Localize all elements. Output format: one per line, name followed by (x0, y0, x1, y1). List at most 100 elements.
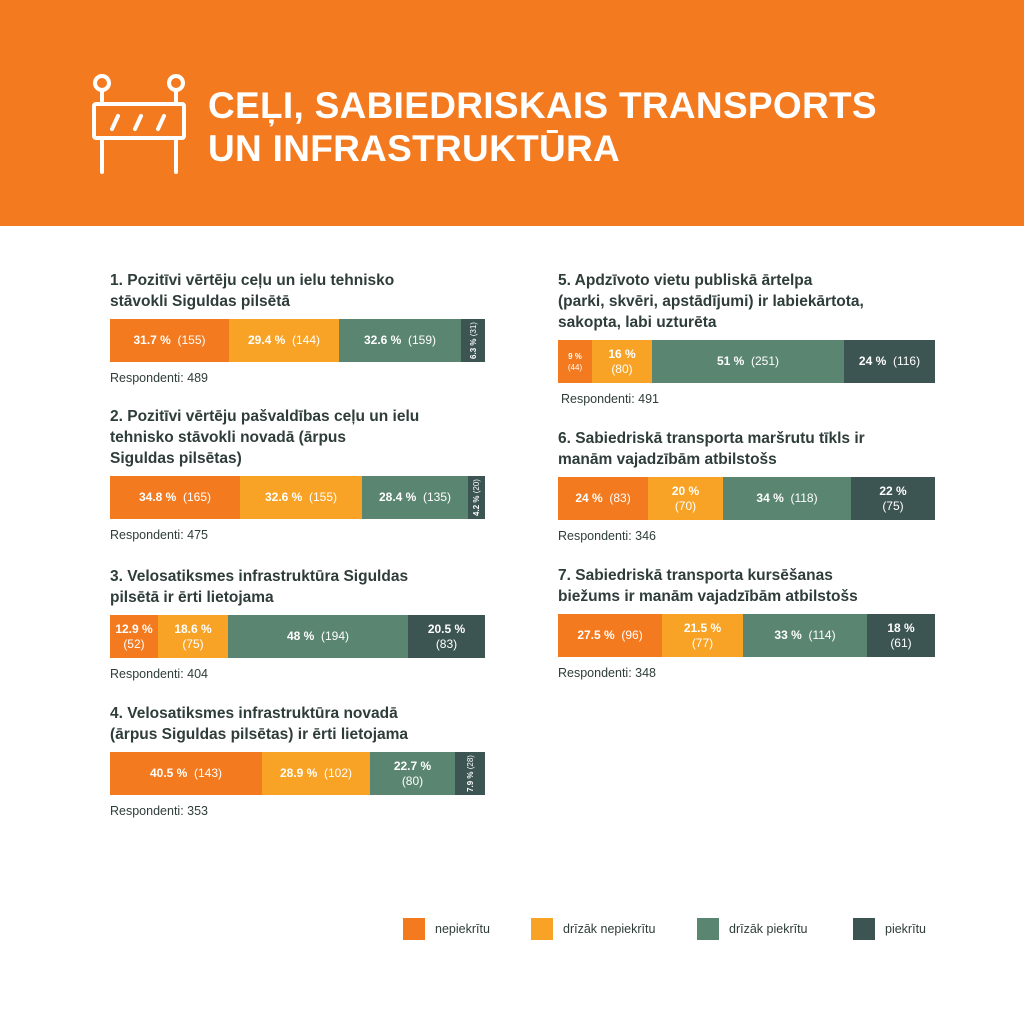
chart-title-line: tehnisko stāvokli novadā (ārpus (110, 429, 347, 446)
segment-label: 31.7 % (155) (133, 333, 205, 348)
segment-label: 20.5 % (83) (428, 622, 465, 652)
respondents-label: Respondenti: 346 (558, 529, 656, 543)
legend-swatch (531, 918, 553, 940)
segment-piekritu: 7.9 % (28) (455, 752, 485, 795)
segment-count: (28) (465, 755, 475, 770)
chart-q7: 7. Sabiedriskā transporta kursēšanas bie… (558, 565, 938, 680)
segment-nepiekritu: 9 % (44) (558, 340, 592, 383)
segment-piekritu: 18 % (61) (867, 614, 935, 657)
chart-title-line: biežums ir manām vajadzībām atbilstošs (558, 588, 858, 605)
chart-q1: 1. Pozitīvi vērtēju ceļu un ielu tehnisk… (110, 270, 490, 385)
segment-percent: 18.6 % (174, 621, 212, 636)
chart-title-line: 4. Velosatiksmes infrastruktūra novadā (110, 705, 398, 722)
chart-title-line: Siguldas pilsētas) (110, 450, 242, 467)
segment-label: 40.5 % (143) (150, 766, 222, 781)
chart-title: 3. Velosatiksmes infrastruktūra Siguldas… (110, 566, 490, 608)
segment-count: (20) (472, 479, 481, 494)
segment-label: 16 % (80) (608, 347, 635, 377)
legend-label: piekrītu (885, 922, 926, 936)
chart-title-line: pilsētā ir ērti lietojama (110, 589, 274, 606)
segment-percent: 20 % (671, 483, 700, 498)
chart-title-line: 2. Pozitīvi vērtēju pašvaldības ceļu un … (110, 408, 420, 425)
segment-label: 12.9 % (52) (115, 622, 152, 652)
segment-percent: 16 % (608, 346, 636, 361)
chart-q3: 3. Velosatiksmes infrastruktūra Siguldas… (110, 566, 490, 681)
header-banner: CEĻI, SABIEDRISKAIS TRANSPORTS UN INFRAS… (0, 0, 1024, 226)
segment-percent: 27.5 % (577, 628, 615, 642)
stacked-bar: 40.5 % (143) 28.9 % (102) 22.7 % (80) 7.9 % … (110, 752, 485, 795)
segment-drizak-piekritu: 48 % (194) (228, 615, 408, 658)
segment-label: 34 % (118) (756, 491, 817, 506)
chart-title-line: 1. Pozitīvi vērtēju ceļu un ielu tehnisk… (110, 272, 395, 289)
segment-label: 51 % (251) (717, 354, 779, 369)
stacked-bar: 31.7 % (155) 29.4 % (144) 32.6 % (159) 6.3 … (110, 319, 485, 362)
segment-nepiekritu: 24 % (83) (558, 477, 648, 520)
segment-count: (155) (177, 333, 206, 347)
segment-nepiekritu: 31.7 % (155) (110, 319, 229, 362)
segment-label: 22.7 % (80) (394, 759, 431, 789)
legend: nepiekrītu drīzāk nepiekrītu drīzāk piek… (0, 918, 1024, 942)
segment-label: 18 % (61) (887, 621, 914, 651)
segment-percent: 18 % (887, 620, 915, 635)
segment-count: (31) (468, 322, 478, 337)
segment-percent: 21.5 % (683, 620, 722, 635)
segment-percent: 40.5 % (149, 766, 188, 780)
segment-drizak-nepiekritu: 29.4 % (144) (229, 319, 339, 362)
segment-label: 28.4 % (135) (379, 490, 451, 505)
chart-title: 1. Pozitīvi vērtēju ceļu un ielu tehnisk… (110, 270, 490, 312)
chart-title: 5. Apdzīvoto vietu publiskā ārtelpa (par… (558, 270, 938, 333)
segment-label: 28.9 % (102) (280, 766, 352, 781)
segment-drizak-nepiekritu: 21.5 % (77) (662, 614, 743, 657)
legend-swatch (697, 918, 719, 940)
segment-count: (44) (567, 362, 583, 372)
segment-count: (116) (892, 354, 921, 368)
segment-count: (102) (324, 766, 353, 780)
stacked-bar: 12.9 % (52) 18.6 % (75) 48 % (194) 20.5 % (83) (110, 615, 485, 658)
segment-percent: 20.5 % (427, 621, 466, 636)
legend-swatch (853, 918, 875, 940)
segment-count: (96) (621, 628, 643, 642)
respondents-label: Respondenti: 353 (110, 804, 208, 818)
segment-piekritu: 6.3 % (31) (461, 319, 485, 362)
title-line-2: UN INFRASTRUKTŪRA (208, 128, 621, 169)
segment-drizak-nepiekritu: 20 % (70) (648, 477, 723, 520)
title-line-1: CEĻI, SABIEDRISKAIS TRANSPORTS (208, 85, 877, 126)
segment-drizak-piekritu: 34 % (118) (723, 477, 851, 520)
segment-label: 22 % (75) (879, 484, 906, 514)
segment-percent: 29.4 % (247, 333, 286, 347)
segment-count: (118) (790, 491, 818, 505)
segment-count: (77) (691, 635, 714, 650)
segment-count: (143) (194, 766, 223, 780)
segment-drizak-piekritu: 33 % (114) (743, 614, 867, 657)
segment-label: 32.6 % (159) (364, 333, 436, 348)
chart-title-line: sakopta, labi uzturēta (558, 314, 717, 331)
respondents-label: Respondenti: 475 (110, 528, 208, 542)
segment-label: 27.5 % (96) (577, 628, 642, 643)
chart-q2: 2. Pozitīvi vērtēju pašvaldības ceļu un … (110, 406, 490, 542)
segment-label: 48 % (194) (287, 629, 349, 644)
chart-title-line: manām vajadzībām atbilstošs (558, 451, 777, 468)
segment-count: (75) (882, 498, 904, 513)
respondents-label: Respondenti: 489 (110, 371, 208, 385)
legend-label: drīzāk piekrītu (729, 922, 808, 936)
segment-percent: 34.8 % (138, 490, 177, 504)
segment-percent: 28.4 % (378, 490, 417, 504)
segment-count: (75) (182, 636, 204, 651)
stacked-bar: 24 % (83) 20 % (70) 34 % (118) 22 % (75) (558, 477, 935, 520)
stacked-bar: 27.5 % (96) 21.5 % (77) 33 % (114) 18 % (61) (558, 614, 935, 657)
segment-label: 29.4 % (144) (248, 333, 320, 348)
segment-drizak-nepiekritu: 18.6 % (75) (158, 615, 228, 658)
segment-percent: 34 % (756, 491, 784, 505)
chart-title-line: 6. Sabiedriskā transporta maršrutu tīkls… (558, 430, 865, 447)
segment-count: (155) (309, 490, 338, 504)
chart-title-line: stāvokli Siguldas pilsētā (110, 293, 291, 310)
segment-label: 7.9 % (28) (466, 755, 475, 792)
segment-label: 32.6 % (155) (265, 490, 337, 505)
segment-percent: 48 % (286, 629, 315, 643)
chart-q6: 6. Sabiedriskā transporta maršrutu tīkls… (558, 428, 938, 543)
segment-count: (135) (423, 490, 452, 504)
segment-count: (165) (183, 490, 212, 504)
chart-q5: 5. Apdzīvoto vietu publiskā ārtelpa (par… (558, 270, 938, 406)
segment-drizak-piekritu: 32.6 % (159) (339, 319, 461, 362)
segment-percent: 12.9 % (115, 621, 153, 636)
